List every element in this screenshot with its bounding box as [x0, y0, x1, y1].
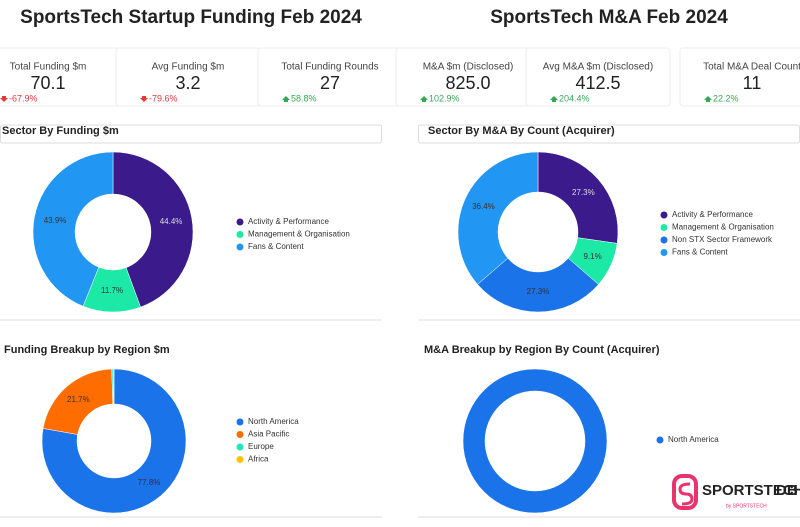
kpi-change: 102.9% — [429, 93, 460, 103]
legend-label: Activity & Performance — [672, 210, 753, 219]
legend-swatch — [660, 249, 668, 256]
kpi-card — [679, 47, 800, 107]
slice-label: 44.4% — [160, 217, 183, 226]
kpi-arrow — [0, 96, 8, 102]
legend-label: Management & Organisation — [672, 223, 774, 232]
logo: SPORTSTECH DB by SPORTSTECH — [672, 474, 800, 510]
donut-slice — [112, 368, 115, 405]
kpi-value: 70.1 — [30, 73, 65, 93]
chart-title: Sector By M&A By Count (Acquirer) — [428, 125, 615, 137]
donut-slice — [32, 151, 114, 307]
chart-title: Sector By Funding $m — [2, 125, 119, 137]
legend-swatch — [236, 243, 244, 251]
donut-slice — [462, 368, 608, 514]
kpi-value: 825.0 — [445, 73, 490, 93]
donut-slice — [112, 151, 194, 308]
kpi-change: -79.6% — [149, 93, 178, 103]
kpi-label: Total M&A Deal Count — [703, 62, 800, 73]
legend-swatch — [660, 224, 668, 231]
legend-label: Africa — [248, 455, 269, 464]
kpi-label: Avg M&A $m (Disclosed) — [543, 62, 653, 73]
chart-title: M&A Breakup by Region By Count (Acquirer… — [424, 344, 660, 356]
kpi-card — [525, 47, 671, 107]
slice-label: 9.1% — [583, 252, 601, 261]
legend-swatch — [236, 456, 244, 463]
kpi-arrow — [550, 96, 558, 102]
kpi-label: Total Funding Rounds — [281, 62, 378, 73]
donut-slice — [41, 368, 187, 514]
kpi-value: 3.2 — [175, 73, 200, 93]
kpi-label: Avg Funding $m — [152, 62, 225, 73]
legend-label: North America — [248, 417, 299, 426]
kpi-value: 27 — [320, 73, 340, 93]
legend-label: Fans & Content — [248, 242, 304, 251]
donut-slice — [457, 151, 539, 285]
kpi-change: 58.8% — [291, 93, 317, 103]
kpi-arrow — [140, 96, 148, 102]
kpi-value: 11 — [743, 73, 762, 93]
legend-swatch — [236, 431, 244, 438]
slice-label: 36.4% — [472, 202, 495, 211]
legend-label: North America — [668, 435, 719, 444]
kpi-change: 204.4% — [559, 93, 590, 103]
kpi-change: -67.9% — [9, 93, 38, 103]
kpi-label: M&A $m (Disclosed) — [423, 62, 514, 73]
kpi-arrow — [704, 96, 712, 102]
kpi-arrow — [420, 96, 428, 102]
slice-label: 21.7% — [67, 395, 90, 404]
logo-icon — [678, 482, 694, 506]
logo-name: SPORTSTECH — [702, 482, 800, 499]
slice-label: 11.7% — [101, 286, 123, 295]
slice-label: 43.9% — [44, 216, 67, 225]
section-card — [0, 124, 382, 144]
kpi-label: Total Funding $m — [10, 62, 87, 73]
legend-label: Activity & Performance — [248, 217, 329, 226]
slice-label: 27.3% — [572, 188, 595, 197]
logo-suffix: DB — [776, 482, 798, 499]
legend-label: Asia Pacific — [248, 430, 289, 439]
logo-byline: by SPORTSTECH — [726, 503, 767, 509]
legend-swatch — [236, 218, 244, 226]
kpi-change: 22.2% — [713, 93, 739, 103]
dashboard-title: SportsTech M&A Feb 2024 — [490, 7, 728, 28]
legend-swatch — [236, 418, 244, 426]
legend-swatch — [660, 211, 668, 219]
legend-label: Fans & Content — [672, 248, 728, 257]
legend-swatch — [656, 436, 664, 444]
legend-swatch — [660, 236, 668, 244]
slice-label: 77.8% — [138, 478, 161, 487]
donut-slice — [477, 257, 599, 313]
legend-label: Non STX Sector Framework — [672, 235, 773, 244]
chart-title: Funding Breakup by Region $m — [4, 344, 170, 356]
legend-swatch — [236, 231, 244, 238]
dashboard-title: SportsTech Startup Funding Feb 2024 — [20, 7, 362, 28]
legend-label: Europe — [248, 442, 274, 451]
legend-label: Management & Organisation — [248, 230, 350, 239]
kpi-arrow — [282, 96, 290, 102]
kpi-value: 412.5 — [575, 73, 620, 93]
donut-slice — [537, 151, 619, 244]
logo-icon — [672, 474, 698, 510]
slice-label: 27.3% — [527, 287, 550, 296]
legend-swatch — [236, 443, 244, 451]
